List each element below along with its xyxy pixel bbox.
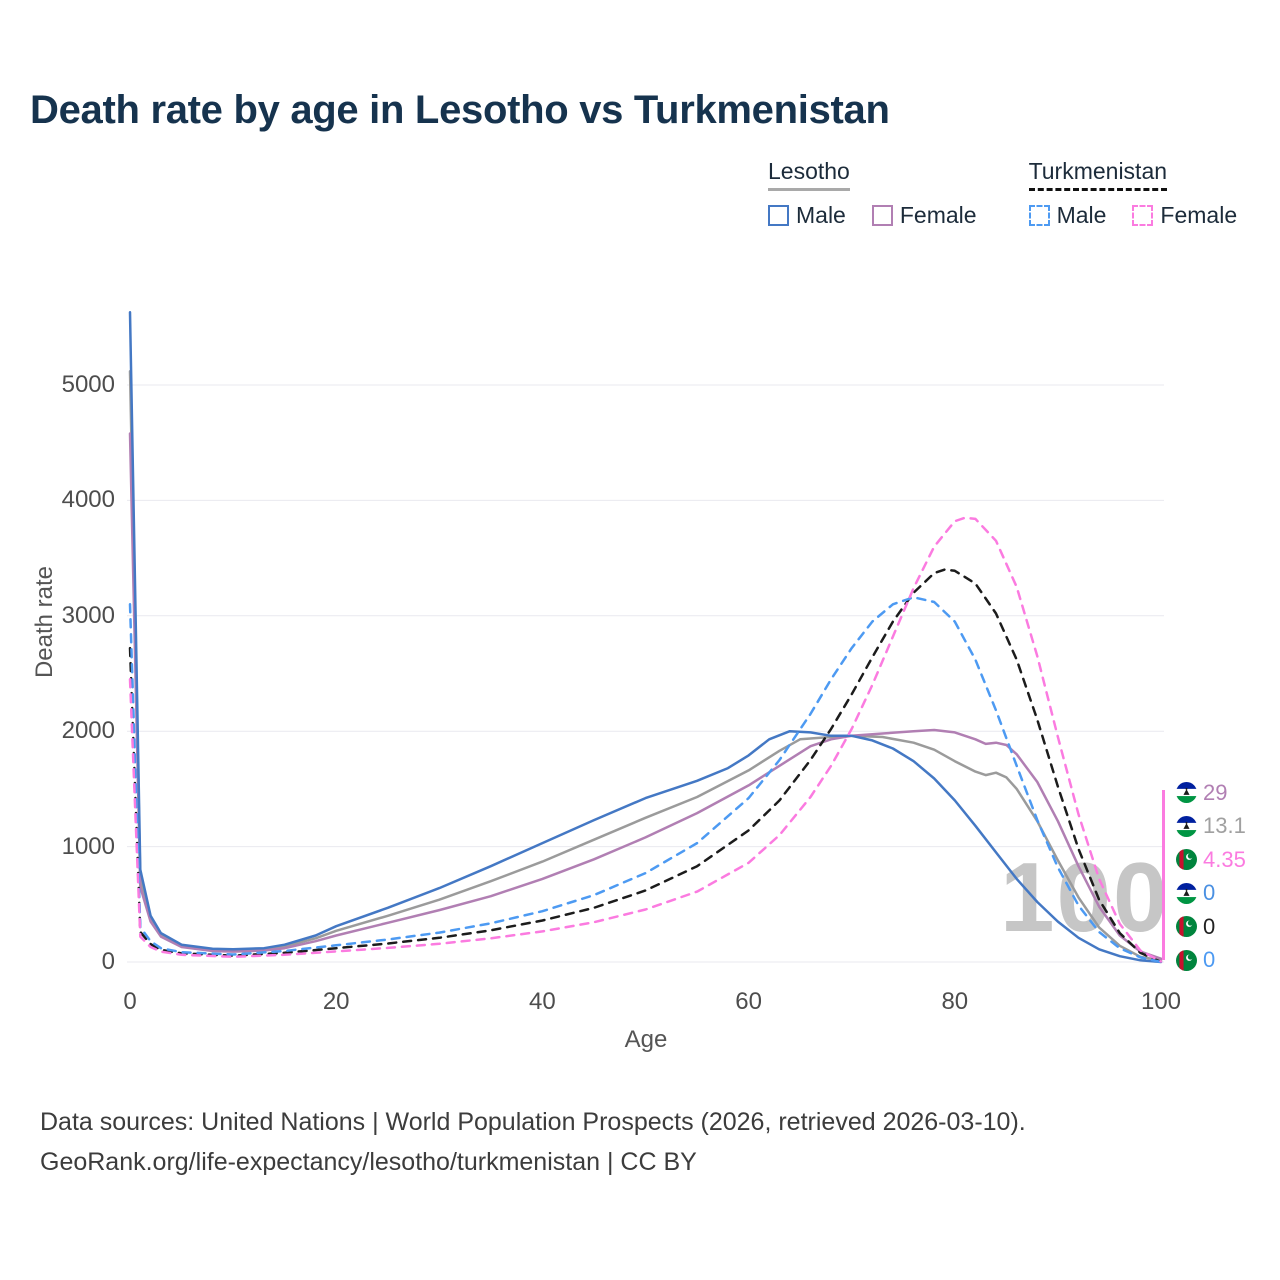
end-value-text: 29 — [1203, 779, 1228, 805]
legend-item-label: Male — [1056, 202, 1107, 228]
lesotho-flag-icon — [1176, 815, 1197, 837]
turkmenistan-flag-icon — [1176, 916, 1197, 938]
end-value-text: 0 — [1203, 880, 1216, 906]
legend-items-row: Male Female — [768, 202, 977, 229]
end-value-row-turkmenistan-female: 4.35 — [1176, 843, 1246, 877]
y-axis-title: Death rate — [31, 565, 58, 679]
legend-group-turkmenistan: Turkmenistan Male Female — [1028, 158, 1237, 229]
x-tick-label: 0 — [123, 988, 137, 1015]
legend-swatch-icon — [871, 205, 893, 226]
x-tick-label: 60 — [735, 988, 762, 1015]
x-axis-title: Age — [624, 1026, 668, 1053]
x-tick-label: 100 — [1140, 988, 1182, 1015]
footer-source-line: Data sources: United Nations | World Pop… — [40, 1108, 1026, 1136]
legend-group-lesotho: Lesotho Male Female — [768, 158, 977, 229]
legend-swatch-icon — [1132, 205, 1154, 226]
lesotho-flag-icon — [1176, 882, 1197, 904]
y-tick-label: 3000 — [61, 601, 115, 629]
legend-item-lesotho-male[interactable]: Male — [768, 202, 846, 229]
footer: Data sources: United Nations | World Pop… — [40, 1102, 1026, 1182]
end-value-row-lesotho-male: 0 — [1176, 877, 1246, 911]
legend-item-turkmenistan-male[interactable]: Male — [1028, 202, 1107, 229]
y-tick-label: 1000 — [61, 832, 115, 860]
y-tick-label: 4000 — [61, 486, 115, 514]
legend-country-label: Turkmenistan — [1028, 158, 1168, 191]
x-tick-label: 40 — [529, 988, 556, 1015]
y-tick-label: 2000 — [61, 717, 115, 745]
x-tick-label: 80 — [941, 988, 969, 1015]
end-value-text: 0 — [1203, 947, 1216, 973]
legend: Lesotho Male Female Turkmenistan Male Female — [768, 158, 1237, 229]
end-value-row-turkmenistan-both: 0 — [1176, 910, 1246, 944]
legend-swatch-icon — [768, 205, 789, 226]
lesotho-flag-icon — [1176, 782, 1197, 804]
age-counter-watermark: 100 — [1000, 842, 1170, 952]
turkmenistan-flag-icon — [1176, 849, 1197, 871]
legend-country-label: Lesotho — [768, 158, 850, 191]
end-value-row-lesotho-both: 13.1 — [1176, 810, 1246, 844]
legend-swatch-icon — [1028, 205, 1050, 226]
leader-line — [1162, 790, 1165, 960]
turkmenistan-flag-icon — [1176, 949, 1197, 971]
y-tick-label: 0 — [101, 948, 115, 975]
end-value-text: 13.1 — [1203, 813, 1246, 839]
y-tick-label: 5000 — [61, 371, 115, 398]
end-value-row-lesotho-female: 29 — [1176, 776, 1246, 810]
legend-items-row: Male Female — [1028, 202, 1237, 229]
x-tick-label: 20 — [322, 988, 350, 1015]
legend-item-lesotho-female[interactable]: Female — [871, 202, 977, 229]
end-value-row-turkmenistan-male: 0 — [1176, 944, 1246, 978]
footer-attribution-line: GeoRank.org/life-expectancy/lesotho/turk… — [40, 1148, 697, 1176]
end-value-text: 4.35 — [1203, 846, 1246, 872]
chart-title: Death rate by age in Lesotho vs Turkmeni… — [30, 88, 890, 132]
legend-item-turkmenistan-female[interactable]: Female — [1132, 202, 1237, 229]
end-value-text: 0 — [1203, 913, 1216, 939]
legend-item-label: Female — [899, 202, 977, 228]
legend-item-label: Female — [1160, 202, 1238, 228]
end-value-labels: 29 13.1 4.35 0 0 0 — [1176, 776, 1246, 977]
legend-item-label: Male — [796, 202, 846, 228]
